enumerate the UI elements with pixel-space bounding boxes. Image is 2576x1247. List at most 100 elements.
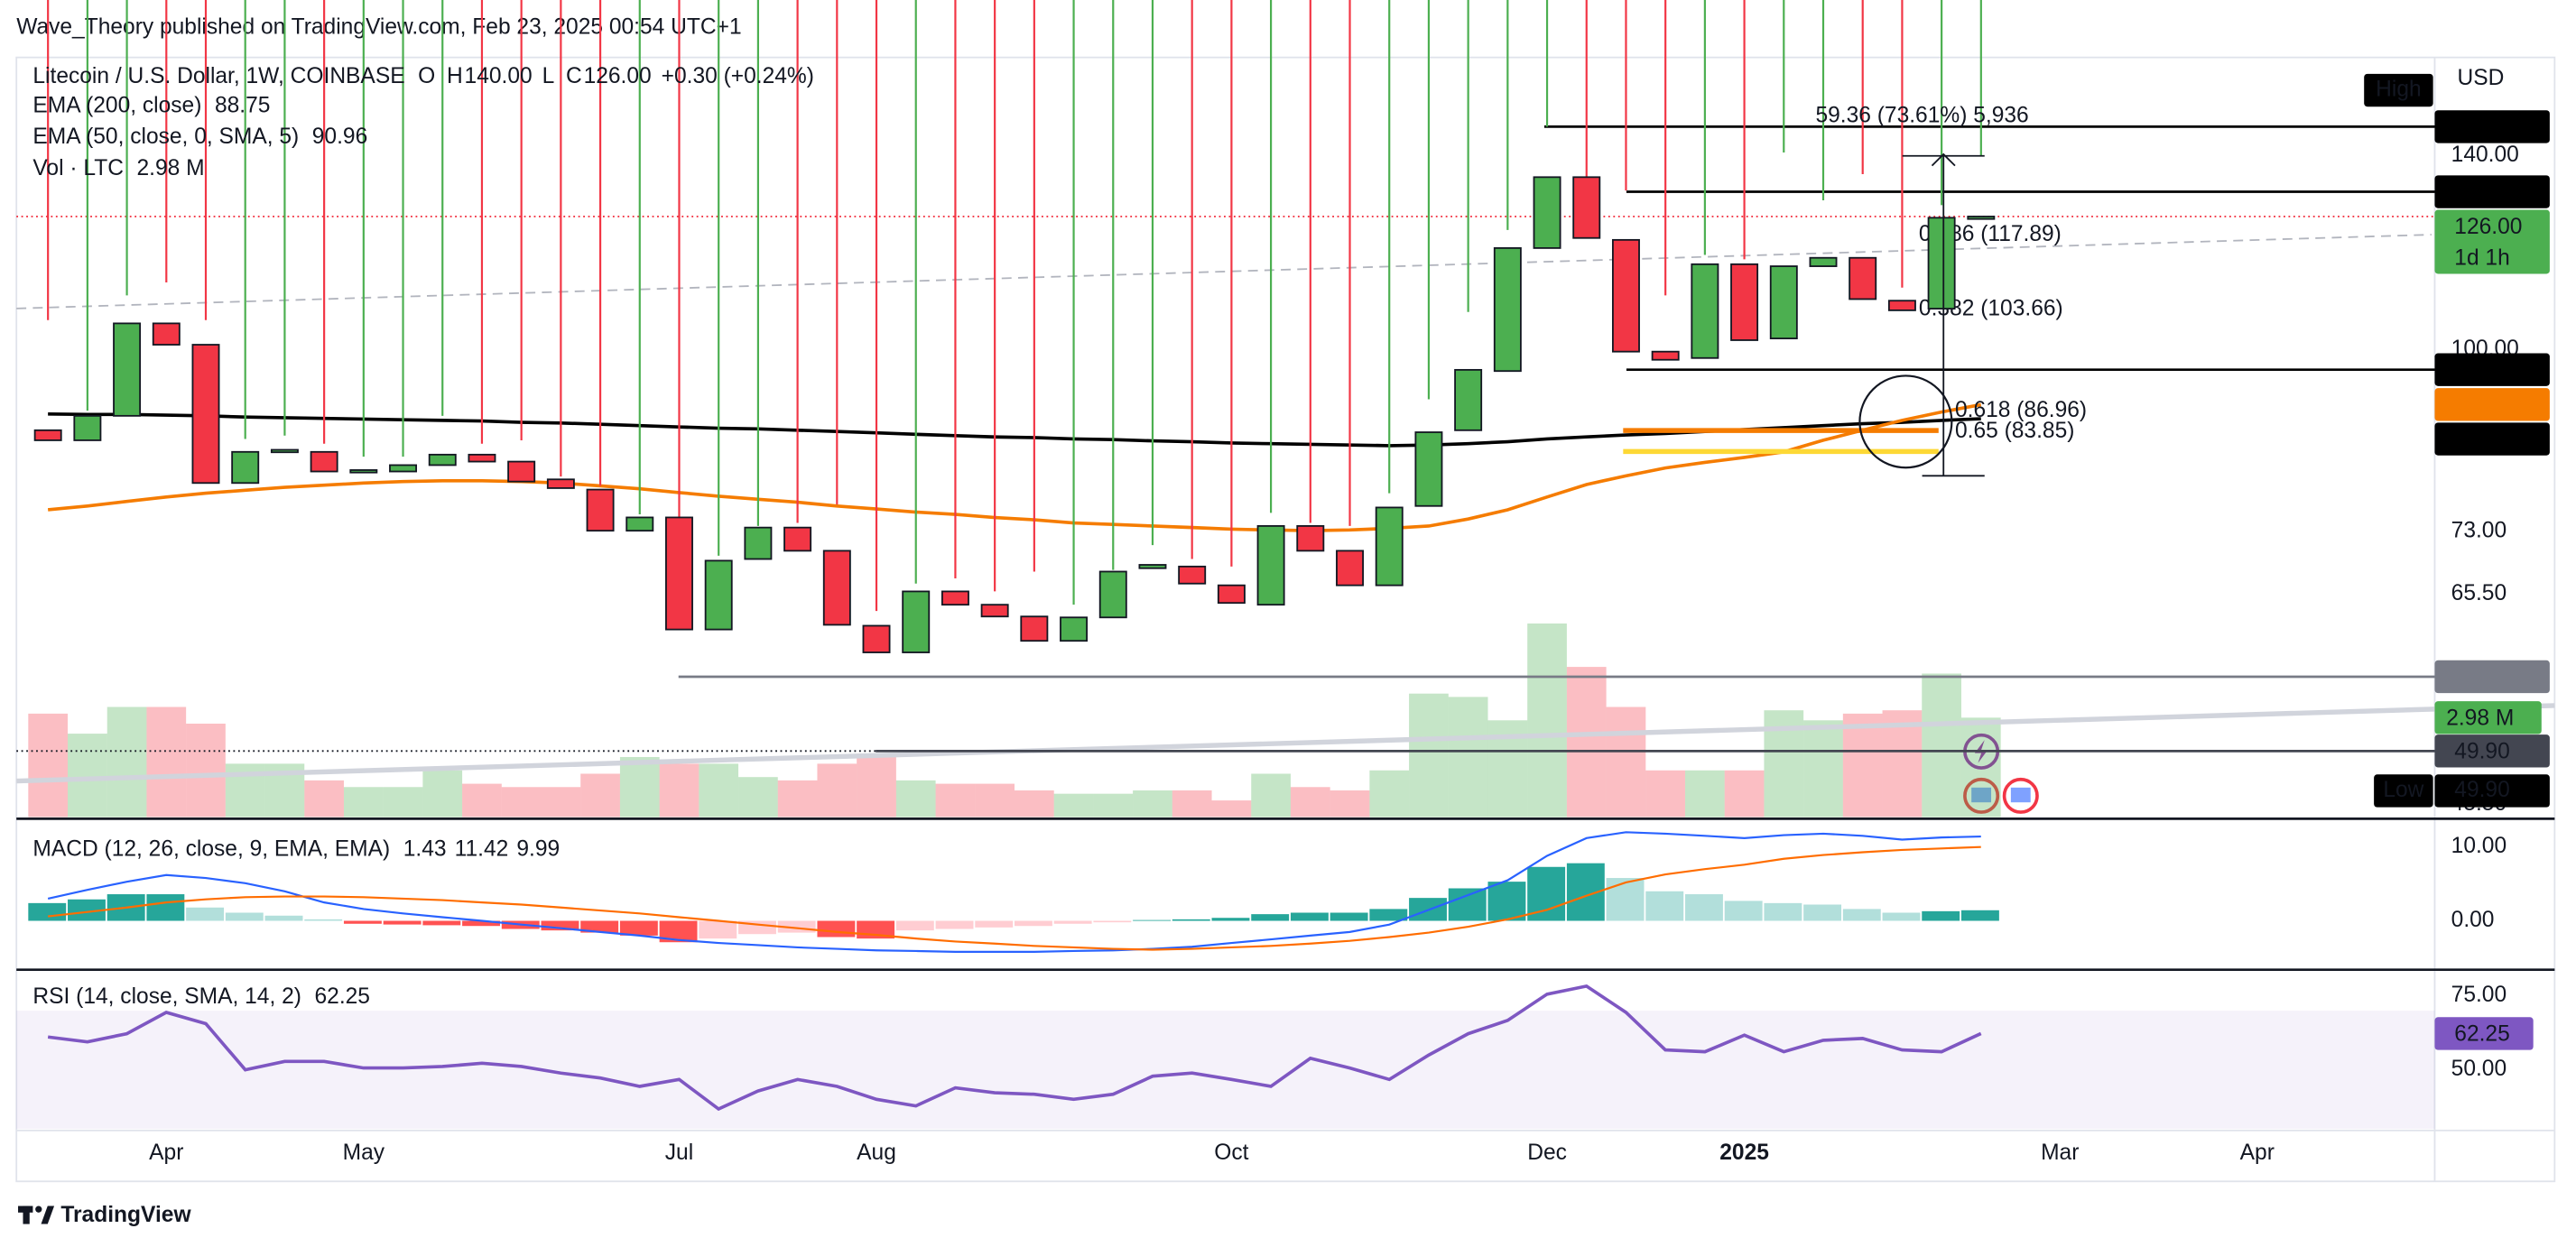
volume-bar <box>1685 770 1725 817</box>
price-badge <box>2434 209 2550 274</box>
y-tick-label: 65.50 <box>2451 581 2507 605</box>
ema-line <box>48 411 1981 448</box>
volume-bar <box>975 783 1015 817</box>
candle-body <box>1138 564 1167 569</box>
legend-value: 88.75 <box>215 94 270 118</box>
legend-title: Vol · LTC <box>32 156 124 180</box>
ema-line <box>47 402 1982 532</box>
volume-bar <box>1093 793 1134 817</box>
volume-bar <box>619 756 660 817</box>
volume-bar <box>462 783 502 817</box>
candle-body <box>73 414 102 441</box>
volume-bar <box>738 777 778 817</box>
candle-body <box>1493 246 1522 373</box>
legend-title: EMA (200, close) <box>32 94 201 118</box>
candle-body <box>507 460 536 483</box>
macd-histogram-bar <box>1724 901 1763 921</box>
low-badge <box>2374 774 2433 808</box>
volume-bar <box>1724 770 1765 817</box>
y-tick-label: 50.00 <box>2451 1057 2507 1081</box>
rsi-badge-label: 62.25 <box>2454 1022 2509 1047</box>
volume-bar <box>777 780 818 817</box>
candle-body <box>468 453 496 463</box>
volume-bar <box>580 773 620 817</box>
legend-value: 62.25 <box>315 984 370 1009</box>
candle-body <box>1887 300 1916 311</box>
volume-bar <box>659 763 700 817</box>
candle-body <box>1414 431 1443 507</box>
candle-body <box>744 526 773 560</box>
candle-body <box>1336 550 1364 587</box>
macd-histogram-bar <box>28 902 67 921</box>
trendline <box>16 234 2432 309</box>
volume-bar <box>1172 790 1212 817</box>
brand-logo <box>18 1205 55 1224</box>
legend-key: O <box>418 64 435 88</box>
macd-histogram-bar <box>304 919 343 921</box>
legend-title: Litecoin / U.S. Dollar, 1W, COINBASE <box>32 64 404 88</box>
macd-histogram-bar <box>580 920 619 933</box>
macd-histogram-bar <box>1448 888 1487 921</box>
x-tick-label: 2025 <box>1719 1141 1769 1165</box>
macd-histogram-bar <box>1251 914 1290 921</box>
macd-histogram-bar <box>1053 920 1092 924</box>
candle-body <box>665 516 693 631</box>
legend-value: 9.99 <box>516 836 560 861</box>
volume-bar <box>817 763 857 817</box>
y-tick-label: 10.00 <box>2451 834 2507 858</box>
macd-histogram-bar <box>1527 866 1566 921</box>
macd-histogram-bar <box>1922 910 1960 921</box>
header: Wave_Theory published on TradingView.com… <box>16 14 741 39</box>
macd-histogram-bar <box>1960 910 1999 921</box>
macd-histogram-bar <box>1606 878 1645 921</box>
candle-body <box>1927 217 1956 310</box>
volume-bar <box>1448 697 1488 817</box>
volume-bar <box>1803 720 1843 817</box>
x-tick-label: May <box>343 1141 385 1165</box>
candle-body <box>902 590 931 653</box>
high-label: High <box>2376 78 2422 102</box>
countdown-label: 1d 1h <box>2454 246 2509 271</box>
volume-bar <box>1014 790 1054 817</box>
candle-body <box>1769 265 1798 340</box>
legend-value: 2.98 M <box>137 156 205 180</box>
volume-bar <box>1290 787 1330 817</box>
volume-bar <box>146 707 187 817</box>
macd-histogram-bar <box>1803 904 1842 921</box>
price-badge <box>2434 734 2550 768</box>
price-badge-label: 49.90 <box>2454 740 2509 764</box>
candle-body <box>428 453 457 466</box>
brand: TradingView <box>60 1203 191 1227</box>
macd-histogram-bar <box>1290 912 1329 921</box>
volume-bar <box>383 787 423 817</box>
candle-body <box>1849 256 1877 300</box>
candle-body <box>1060 616 1089 642</box>
volume-bar <box>1922 673 1961 817</box>
candle-body <box>1296 525 1325 552</box>
legend-value: 1.43 <box>403 836 447 861</box>
low-label: Low <box>2383 778 2423 802</box>
macd-histogram-bar <box>659 920 698 943</box>
volume-bar <box>107 707 147 817</box>
volume-badge-label: 2.98 M <box>2446 707 2514 731</box>
volume-bar <box>1211 800 1252 817</box>
x-tick-label: Aug <box>857 1141 896 1165</box>
candle-body <box>389 464 418 473</box>
macd-histogram-bar <box>1330 912 1368 921</box>
macd-histogram-bar <box>264 915 303 921</box>
candle-body <box>586 488 615 532</box>
macd-histogram-bar <box>383 920 422 925</box>
volume-bar <box>541 787 581 817</box>
macd-histogram-bar <box>975 920 1014 928</box>
y-tick-label: 75.00 <box>2451 983 2507 1007</box>
frame <box>15 56 2556 1183</box>
price-badge <box>2434 175 2550 208</box>
candle-body <box>1691 263 1719 359</box>
macd-histogram-bar <box>1133 919 1172 921</box>
candle-body <box>310 450 338 473</box>
candle-body <box>270 448 299 454</box>
macd-histogram-bar <box>817 920 856 938</box>
macd-histogram-bar <box>422 920 461 926</box>
measure-arrow <box>1931 152 1956 167</box>
